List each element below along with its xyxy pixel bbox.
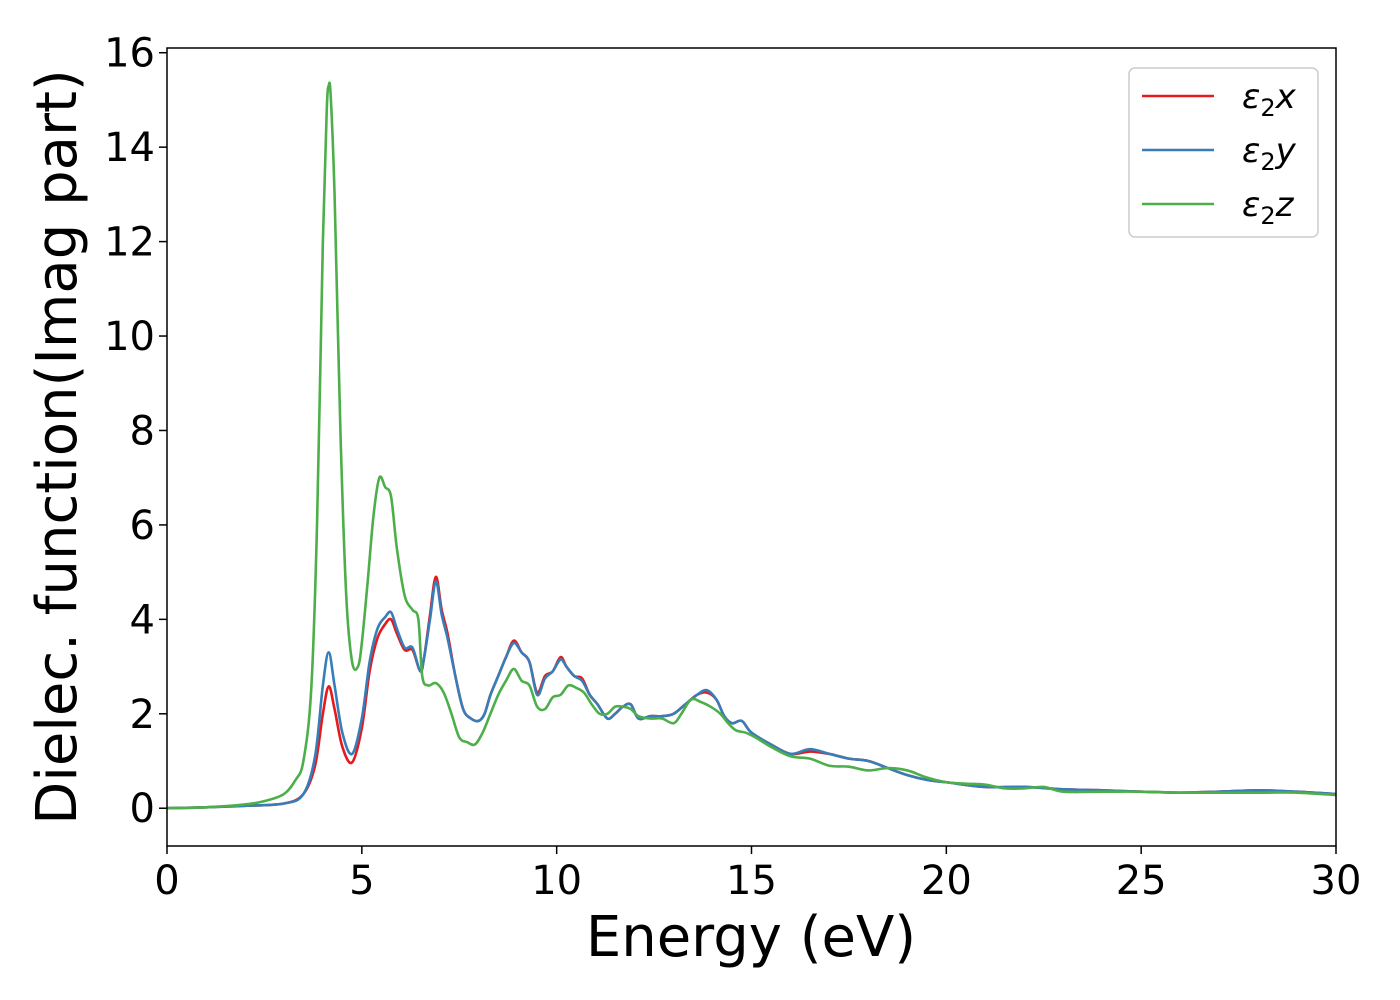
y-axis-title: Dielec. function(Imag part): [25, 69, 90, 825]
series-line-0: [167, 575, 1336, 810]
x-tick-label: 5: [349, 858, 374, 904]
legend-label-1: ε2y: [1242, 131, 1297, 176]
legend-label-2: ε2z: [1242, 185, 1295, 230]
y-tick-label: 14: [104, 125, 155, 171]
y-tick-label: 4: [130, 597, 155, 643]
y-tick-label: 0: [130, 786, 155, 832]
x-tick-label: 15: [726, 858, 777, 904]
legend: ε2x ε2y ε2z: [1128, 67, 1319, 238]
series-line-2: [167, 81, 1336, 810]
x-tick-label: 0: [154, 858, 179, 904]
y-tick-label: 10: [104, 314, 155, 360]
y-tick-label: 8: [130, 408, 155, 454]
y-tick-label: 12: [104, 220, 155, 266]
y-tick-label: 16: [104, 31, 155, 77]
legend-box: [1128, 67, 1319, 238]
x-tick-label: 10: [531, 858, 582, 904]
series-line-1: [167, 580, 1336, 810]
x-tick-label: 20: [921, 858, 972, 904]
x-tick-label: 30: [1311, 858, 1362, 904]
legend-label-0: ε2x: [1242, 77, 1297, 122]
ticks-layer: 0 5 10 15 20 25 30 0 2 4 6 8 10 12 14 16: [104, 31, 1361, 904]
series-layer: [167, 81, 1336, 810]
plot-frame: [166, 47, 1337, 847]
y-tick-label: 6: [130, 503, 155, 549]
x-axis-title: Energy (eV): [586, 905, 916, 970]
x-tick-label: 25: [1116, 858, 1167, 904]
y-tick-label: 2: [130, 692, 155, 738]
